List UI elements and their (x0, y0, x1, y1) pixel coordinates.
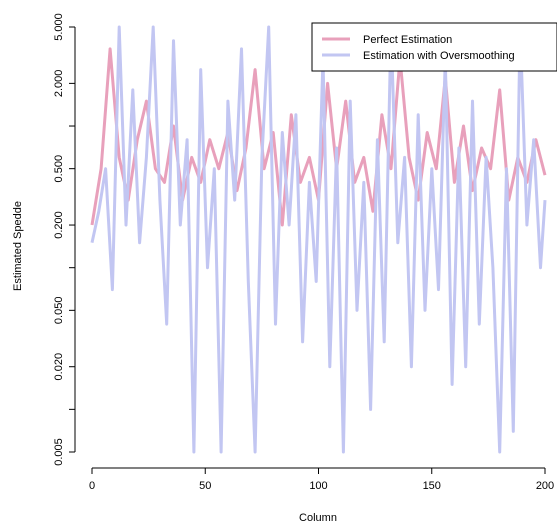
y-tick-label: 0.020 (53, 353, 65, 381)
legend-box (311, 22, 557, 72)
y-axis-title: Estimated Spedde (12, 201, 24, 291)
axes: 0 50 100 150 200 0.005 0.020 0.050 0.200 0.500 2.… (53, 13, 554, 492)
x-axis-title: Column (299, 512, 337, 524)
y-ticks: 0.005 0.020 0.050 0.200 0.500 2.000 5.000 (53, 13, 75, 466)
series-lines (90, 25, 547, 454)
y-tick-label: 2.000 (53, 70, 65, 98)
x-tick-label: 150 (423, 480, 441, 492)
y-tick-label: 5.000 (53, 13, 65, 41)
series-line-1 (90, 25, 547, 454)
y-tick-label: 0.005 (53, 438, 65, 466)
y-tick-label: 0.050 (53, 297, 65, 325)
legend-label-oversmoothing: Estimation with Oversmoothing (363, 50, 515, 62)
y-tick-label: 0.200 (53, 211, 65, 239)
legend: Perfect Estimation Estimation with Overs… (311, 22, 557, 72)
x-tick-label: 0 (89, 480, 95, 492)
x-tick-label: 50 (199, 480, 211, 492)
x-tick-label: 200 (536, 480, 554, 492)
y-tick-label: 0.500 (53, 155, 65, 183)
legend-label-perfect: Perfect Estimation (363, 34, 452, 46)
x-tick-label: 100 (309, 480, 327, 492)
x-ticks: 0 50 100 150 200 (89, 468, 554, 492)
